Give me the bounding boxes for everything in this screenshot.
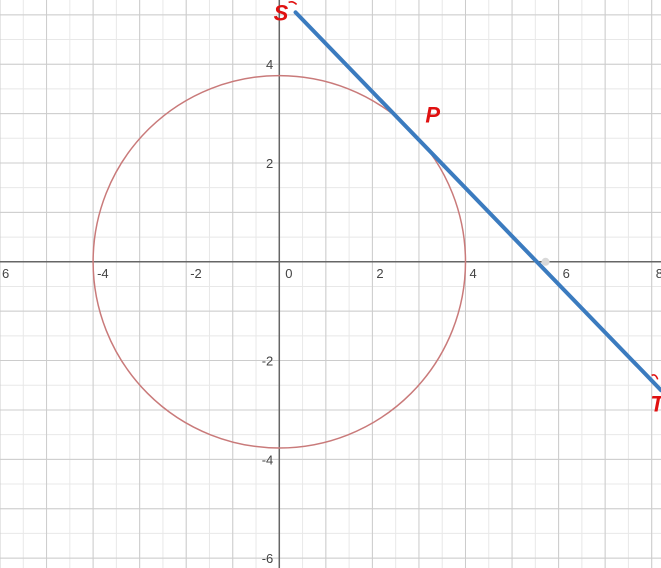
point-label-p: P: [425, 102, 440, 127]
point-label-t: T: [650, 391, 661, 416]
x-tick-label: 4: [469, 266, 476, 281]
y-tick-label: -2: [262, 354, 274, 369]
coordinate-plane-chart: 0 -4 -2 2 4 6 8 -6 -4 -2 2 4 6 S P T: [0, 0, 661, 568]
chart-svg: 0 -4 -2 2 4 6 8 -6 -4 -2 2 4 6 S P T: [0, 0, 661, 568]
x-tick-label-cropped: 6: [2, 266, 9, 281]
y-tick-label: -6: [262, 551, 274, 566]
x-tick-label: 2: [376, 266, 383, 281]
y-tick-label: 4: [266, 57, 273, 72]
origin-label: 0: [285, 266, 292, 281]
axis-intersection-dot: [542, 258, 550, 266]
x-tick-label: -2: [190, 266, 202, 281]
x-tick-label: 6: [563, 266, 570, 281]
y-tick-label: -4: [262, 452, 274, 467]
y-tick-label: 2: [266, 156, 273, 171]
point-label-s: S: [274, 0, 289, 25]
x-tick-label: -4: [97, 266, 109, 281]
x-tick-label: 8: [656, 266, 661, 281]
